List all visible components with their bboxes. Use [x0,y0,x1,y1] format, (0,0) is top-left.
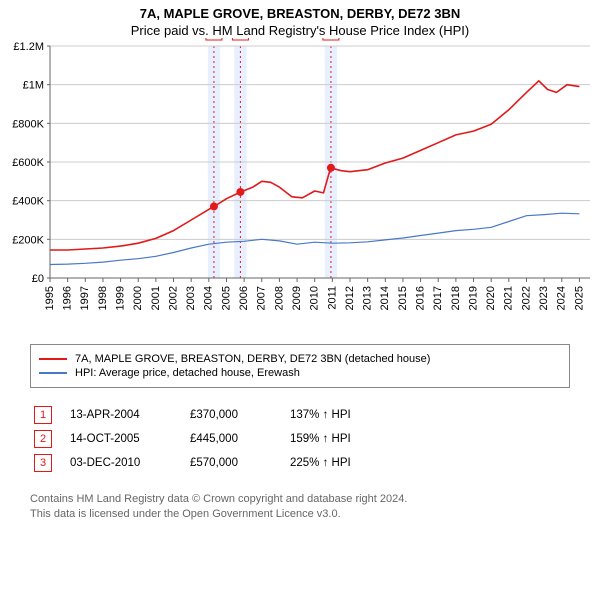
x-tick-label: 2020 [485,286,497,310]
marker-dot [210,202,218,210]
x-tick-label: 2003 [185,286,197,310]
footer-line-1: Contains HM Land Registry data © Crown c… [30,492,570,507]
x-tick-label: 2010 [309,286,321,310]
title-line-2: Price paid vs. HM Land Registry's House … [0,23,600,38]
events-table: 1 13-APR-2004£370,000137% ↑ HPI 2 14-OCT-20… [30,396,570,482]
x-tick-label: 2016 [414,286,426,310]
title-line-1: 7A, MAPLE GROVE, BREASTON, DERBY, DE72 3… [0,6,600,21]
legend-item: 7A, MAPLE GROVE, BREASTON, DERBY, DE72 3… [39,353,561,365]
x-tick-label: 2019 [467,286,479,310]
chart-container: 7A, MAPLE GROVE, BREASTON, DERBY, DE72 3… [0,0,600,530]
marker-dot [327,164,335,172]
legend: 7A, MAPLE GROVE, BREASTON, DERBY, DE72 3… [30,344,570,388]
x-tick-label: 2018 [450,286,462,310]
x-tick-label: 2006 [238,286,250,310]
event-pct: 137% ↑ HPI [290,409,351,421]
x-tick-label: 2021 [503,286,515,310]
x-tick-label: 1995 [44,286,56,310]
x-tick-label: 1997 [79,286,91,310]
x-tick-label: 2024 [556,286,568,310]
x-tick-label: 2014 [379,286,391,310]
footer-attribution: Contains HM Land Registry data © Crown c… [30,492,570,530]
x-tick-label: 2025 [573,286,585,310]
y-tick-label: £400K [12,196,44,208]
x-tick-label: 2022 [520,286,532,310]
event-row: 1 13-APR-2004£370,000137% ↑ HPI [34,406,566,424]
marker-badge-label: 2 [237,38,243,39]
event-marker: 2 [34,430,52,448]
event-price: £370,000 [190,409,290,421]
legend-swatch [39,358,67,360]
legend-label: 7A, MAPLE GROVE, BREASTON, DERBY, DE72 3… [75,353,430,365]
y-tick-label: £1.2M [13,41,44,53]
event-date: 13-APR-2004 [70,409,190,421]
legend-label: HPI: Average price, detached house, Erew… [75,367,300,379]
event-pct: 159% ↑ HPI [290,433,351,445]
x-tick-label: 1996 [62,286,74,310]
event-row: 3 03-DEC-2010£570,000225% ↑ HPI [34,454,566,472]
marker-badge-label: 1 [211,38,217,39]
event-marker: 1 [34,406,52,424]
x-tick-label: 1998 [97,286,109,310]
x-tick-label: 2013 [362,286,374,310]
x-tick-label: 2008 [273,286,285,310]
y-tick-label: £800K [12,118,44,130]
event-price: £445,000 [190,433,290,445]
y-tick-label: £1M [23,80,44,92]
x-tick-label: 2012 [344,286,356,310]
y-tick-label: £200K [12,234,44,246]
titles: 7A, MAPLE GROVE, BREASTON, DERBY, DE72 3… [0,0,600,38]
footer-line-2: This data is licensed under the Open Gov… [30,507,570,522]
event-row: 2 14-OCT-2005£445,000159% ↑ HPI [34,430,566,448]
y-tick-label: £0 [32,273,44,285]
event-marker: 3 [34,454,52,472]
x-tick-label: 2017 [432,286,444,310]
event-date: 03-DEC-2010 [70,457,190,469]
y-tick-label: £600K [12,157,44,169]
x-tick-label: 2001 [150,286,162,310]
marker-dot [236,188,244,196]
x-tick-label: 2000 [132,286,144,310]
marker-badge-label: 3 [328,38,334,39]
x-tick-label: 2007 [256,286,268,310]
event-pct: 225% ↑ HPI [290,457,351,469]
x-tick-label: 2002 [167,286,179,310]
legend-swatch [39,372,67,374]
x-tick-label: 2015 [397,286,409,310]
legend-item: HPI: Average price, detached house, Erew… [39,367,561,379]
x-tick-label: 2004 [203,286,215,310]
x-tick-label: 2011 [326,286,338,310]
price-chart: £0 £200K £400K £600K £800K £1M £1.2M 1995 1996 19… [0,38,600,338]
event-price: £570,000 [190,457,290,469]
x-tick-label: 2023 [538,286,550,310]
x-tick-label: 1999 [114,286,126,310]
x-tick-label: 2009 [291,286,303,310]
x-tick-label: 2005 [220,286,232,310]
event-date: 14-OCT-2005 [70,433,190,445]
